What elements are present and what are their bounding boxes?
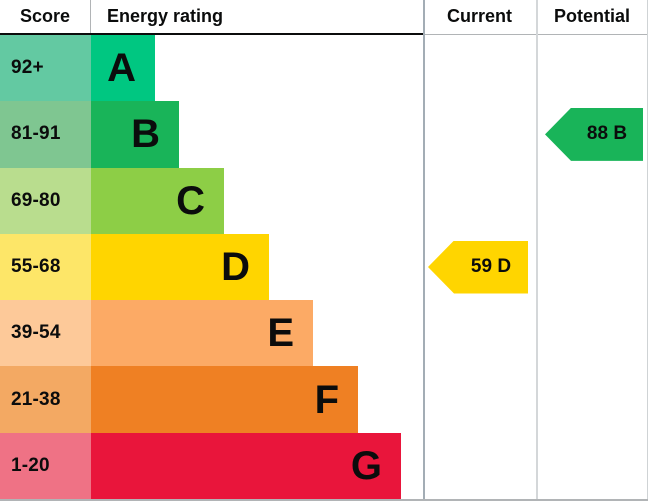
chart-right-border — [646, 0, 648, 501]
score-range-c: 69-80 — [0, 167, 91, 234]
band-row-a: 92+ A — [0, 35, 648, 102]
rating-bands: 92+ A 81-91 B 69-80 C 55-68 D 39-54 E 21-38 F 1-20 G — [0, 35, 648, 499]
rating-bar-a: A — [91, 35, 155, 102]
rating-bar-d: D — [91, 233, 269, 301]
current-column-header: Current — [446, 6, 512, 26]
chart-bottom-border — [0, 499, 648, 501]
potential-rating-label: 88 B — [586, 123, 628, 145]
rating-bar-b: B — [91, 101, 179, 168]
potential-column-left-divider — [536, 0, 538, 501]
rating-bar-g: G — [91, 432, 401, 499]
score-range-f: 21-38 — [0, 366, 91, 433]
grade-letter-b: B — [131, 112, 160, 157]
current-rating-label: 59 D — [470, 256, 512, 277]
grade-letter-d: D — [221, 244, 250, 289]
grade-letter-g: G — [350, 443, 382, 488]
band-row-d: 55-68 D — [0, 233, 648, 301]
band-row-e: 39-54 E — [0, 300, 648, 367]
grade-letter-e: E — [267, 311, 294, 356]
band-row-f: 21-38 F — [0, 366, 648, 433]
energy-rating-column-header: Energy rating — [107, 6, 224, 26]
score-range-e: 39-54 — [0, 300, 91, 367]
rating-bar-f: F — [91, 366, 358, 433]
band-row-b: 81-91 B — [0, 101, 648, 168]
rating-bar-e: E — [91, 300, 313, 367]
band-row-g: 1-20 G — [0, 432, 648, 499]
score-range-g: 1-20 — [0, 432, 91, 499]
grade-letter-f: F — [314, 377, 339, 422]
score-range-d: 55-68 — [0, 233, 91, 301]
chart-header-row: Score Energy rating Current Potential — [0, 0, 648, 33]
score-column-header: Score — [0, 0, 91, 33]
header-underline-black — [0, 33, 423, 35]
potential-column-header: Potential — [553, 6, 630, 26]
score-range-b: 81-91 — [0, 101, 91, 168]
score-range-a: 92+ — [0, 35, 91, 102]
header-underline-grey — [423, 34, 648, 35]
rating-bar-c: C — [91, 167, 224, 234]
current-column-left-divider — [423, 0, 425, 501]
grade-letter-c: C — [176, 178, 205, 223]
band-row-c: 69-80 C — [0, 167, 648, 234]
grade-letter-a: A — [107, 46, 136, 91]
